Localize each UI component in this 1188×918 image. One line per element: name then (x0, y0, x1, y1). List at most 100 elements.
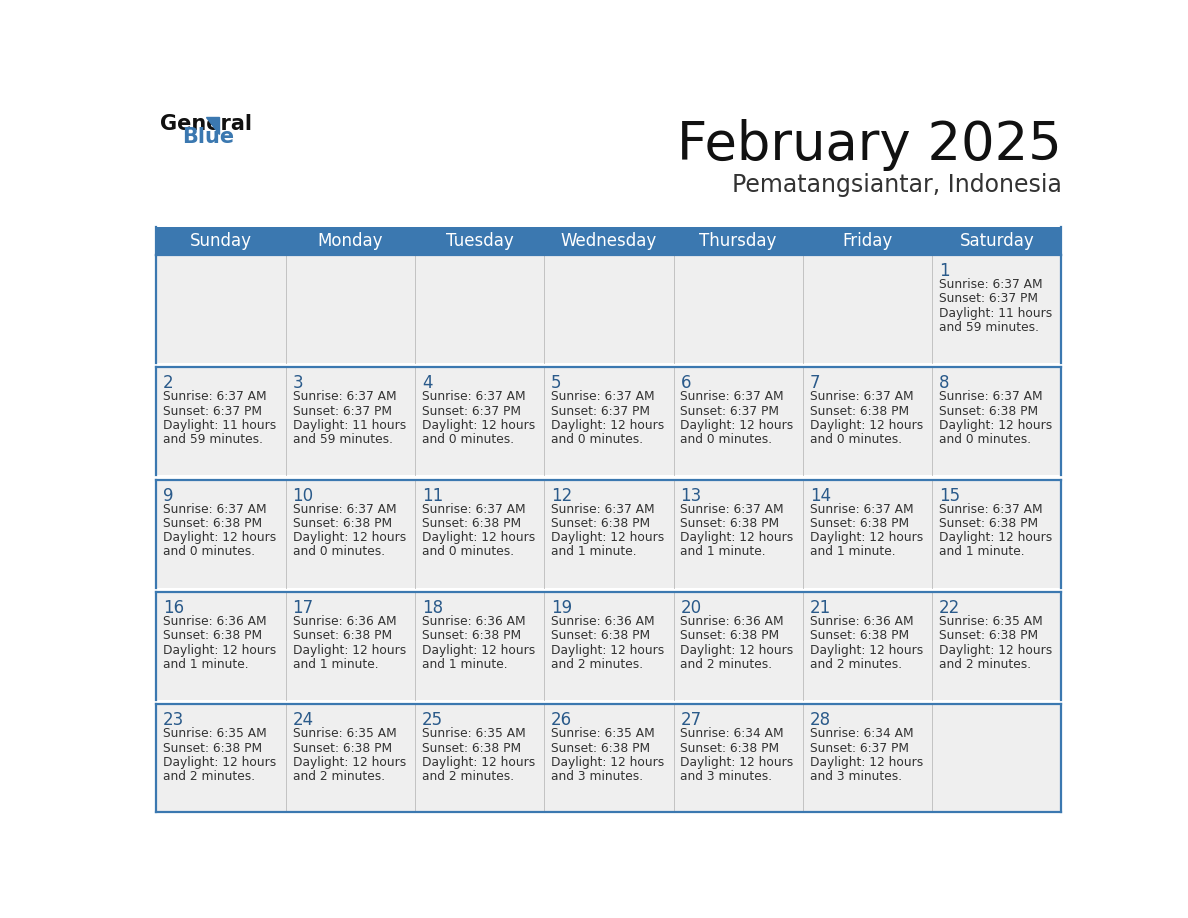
Bar (157, 704, 285, 812)
Text: Sunrise: 6:34 AM: Sunrise: 6:34 AM (810, 727, 914, 741)
Text: 11: 11 (422, 487, 443, 505)
Text: Sunset: 6:38 PM: Sunset: 6:38 PM (681, 742, 779, 755)
Text: and 2 minutes.: and 2 minutes. (681, 658, 772, 671)
Text: Sunset: 6:38 PM: Sunset: 6:38 PM (292, 742, 392, 755)
Text: Sunrise: 6:35 AM: Sunrise: 6:35 AM (292, 727, 397, 741)
Text: and 0 minutes.: and 0 minutes. (422, 433, 514, 446)
Text: Daylight: 12 hours: Daylight: 12 hours (681, 532, 794, 544)
Text: 22: 22 (939, 599, 960, 617)
Text: and 0 minutes.: and 0 minutes. (939, 433, 1031, 446)
Text: Sunset: 6:38 PM: Sunset: 6:38 PM (939, 517, 1038, 530)
Bar (415, 255, 544, 363)
Bar (544, 255, 674, 363)
Bar (285, 255, 415, 363)
Bar (933, 479, 1061, 588)
Text: Sunrise: 6:37 AM: Sunrise: 6:37 AM (292, 503, 396, 516)
Bar (157, 255, 285, 363)
Text: Daylight: 12 hours: Daylight: 12 hours (551, 532, 664, 544)
Text: 28: 28 (810, 711, 830, 729)
Text: Sunrise: 6:36 AM: Sunrise: 6:36 AM (422, 615, 525, 628)
Text: Sunrise: 6:36 AM: Sunrise: 6:36 AM (810, 615, 914, 628)
Bar (157, 227, 1061, 255)
Text: 4: 4 (422, 375, 432, 392)
Text: 1: 1 (939, 262, 949, 280)
Text: and 2 minutes.: and 2 minutes. (163, 770, 255, 783)
Text: Daylight: 12 hours: Daylight: 12 hours (810, 419, 923, 431)
Text: Daylight: 12 hours: Daylight: 12 hours (422, 532, 535, 544)
Text: Daylight: 12 hours: Daylight: 12 hours (292, 532, 406, 544)
Text: Sunset: 6:38 PM: Sunset: 6:38 PM (810, 630, 909, 643)
Text: 24: 24 (292, 711, 314, 729)
Polygon shape (207, 118, 220, 134)
Text: Sunrise: 6:37 AM: Sunrise: 6:37 AM (810, 390, 914, 403)
Text: 9: 9 (163, 487, 173, 505)
Bar (415, 367, 544, 476)
Text: Sunset: 6:38 PM: Sunset: 6:38 PM (681, 630, 779, 643)
Text: Sunrise: 6:37 AM: Sunrise: 6:37 AM (163, 390, 267, 403)
Text: 13: 13 (681, 487, 702, 505)
Text: and 1 minute.: and 1 minute. (939, 545, 1025, 558)
Text: 21: 21 (810, 599, 832, 617)
Text: General: General (160, 114, 252, 134)
Text: Sunrise: 6:37 AM: Sunrise: 6:37 AM (939, 503, 1043, 516)
Text: Sunset: 6:38 PM: Sunset: 6:38 PM (422, 742, 522, 755)
Text: Daylight: 12 hours: Daylight: 12 hours (422, 419, 535, 431)
Text: Sunrise: 6:36 AM: Sunrise: 6:36 AM (551, 615, 655, 628)
Text: Sunset: 6:38 PM: Sunset: 6:38 PM (939, 630, 1038, 643)
Text: Daylight: 11 hours: Daylight: 11 hours (939, 307, 1053, 319)
Text: Daylight: 12 hours: Daylight: 12 hours (292, 756, 406, 769)
Text: Sunset: 6:38 PM: Sunset: 6:38 PM (551, 630, 650, 643)
Text: 7: 7 (810, 375, 820, 392)
Text: Sunset: 6:38 PM: Sunset: 6:38 PM (292, 517, 392, 530)
Text: Sunset: 6:37 PM: Sunset: 6:37 PM (163, 405, 263, 418)
Text: Daylight: 12 hours: Daylight: 12 hours (939, 644, 1053, 656)
Text: 23: 23 (163, 711, 184, 729)
Bar (803, 592, 933, 700)
Text: 16: 16 (163, 599, 184, 617)
Bar (803, 704, 933, 812)
Bar (674, 255, 803, 363)
Bar (157, 479, 285, 588)
Text: Daylight: 12 hours: Daylight: 12 hours (681, 756, 794, 769)
Text: and 0 minutes.: and 0 minutes. (681, 433, 772, 446)
Text: Sunset: 6:38 PM: Sunset: 6:38 PM (292, 630, 392, 643)
Text: Daylight: 11 hours: Daylight: 11 hours (292, 419, 406, 431)
Text: Pematangsiantar, Indonesia: Pematangsiantar, Indonesia (732, 174, 1061, 197)
Text: and 0 minutes.: and 0 minutes. (422, 545, 514, 558)
Text: Sunrise: 6:34 AM: Sunrise: 6:34 AM (681, 727, 784, 741)
Text: Daylight: 12 hours: Daylight: 12 hours (810, 532, 923, 544)
Text: and 2 minutes.: and 2 minutes. (422, 770, 514, 783)
Text: Friday: Friday (842, 232, 892, 250)
Text: Sunrise: 6:37 AM: Sunrise: 6:37 AM (681, 390, 784, 403)
Bar (415, 592, 544, 700)
Text: Sunset: 6:38 PM: Sunset: 6:38 PM (551, 517, 650, 530)
Bar (803, 367, 933, 476)
Text: Sunrise: 6:37 AM: Sunrise: 6:37 AM (551, 503, 655, 516)
Text: and 2 minutes.: and 2 minutes. (551, 658, 643, 671)
Text: Sunrise: 6:37 AM: Sunrise: 6:37 AM (163, 503, 267, 516)
Bar (285, 367, 415, 476)
Bar (674, 704, 803, 812)
Text: Sunset: 6:38 PM: Sunset: 6:38 PM (939, 405, 1038, 418)
Text: Sunset: 6:37 PM: Sunset: 6:37 PM (810, 742, 909, 755)
Bar (674, 479, 803, 588)
Text: Thursday: Thursday (700, 232, 777, 250)
Text: Tuesday: Tuesday (446, 232, 513, 250)
Text: 27: 27 (681, 711, 702, 729)
Text: 17: 17 (292, 599, 314, 617)
Text: 6: 6 (681, 375, 691, 392)
Text: Sunrise: 6:37 AM: Sunrise: 6:37 AM (422, 503, 525, 516)
Text: and 1 minute.: and 1 minute. (810, 545, 896, 558)
Text: and 59 minutes.: and 59 minutes. (163, 433, 264, 446)
Text: Blue: Blue (182, 127, 234, 147)
Text: 8: 8 (939, 375, 949, 392)
Text: Daylight: 12 hours: Daylight: 12 hours (422, 644, 535, 656)
Text: Sunset: 6:38 PM: Sunset: 6:38 PM (163, 742, 263, 755)
Text: Daylight: 12 hours: Daylight: 12 hours (163, 756, 277, 769)
Text: Sunrise: 6:37 AM: Sunrise: 6:37 AM (939, 390, 1043, 403)
Text: Sunset: 6:37 PM: Sunset: 6:37 PM (292, 405, 392, 418)
Text: 20: 20 (681, 599, 702, 617)
Text: 18: 18 (422, 599, 443, 617)
Text: and 1 minute.: and 1 minute. (163, 658, 248, 671)
Text: and 3 minutes.: and 3 minutes. (551, 770, 643, 783)
